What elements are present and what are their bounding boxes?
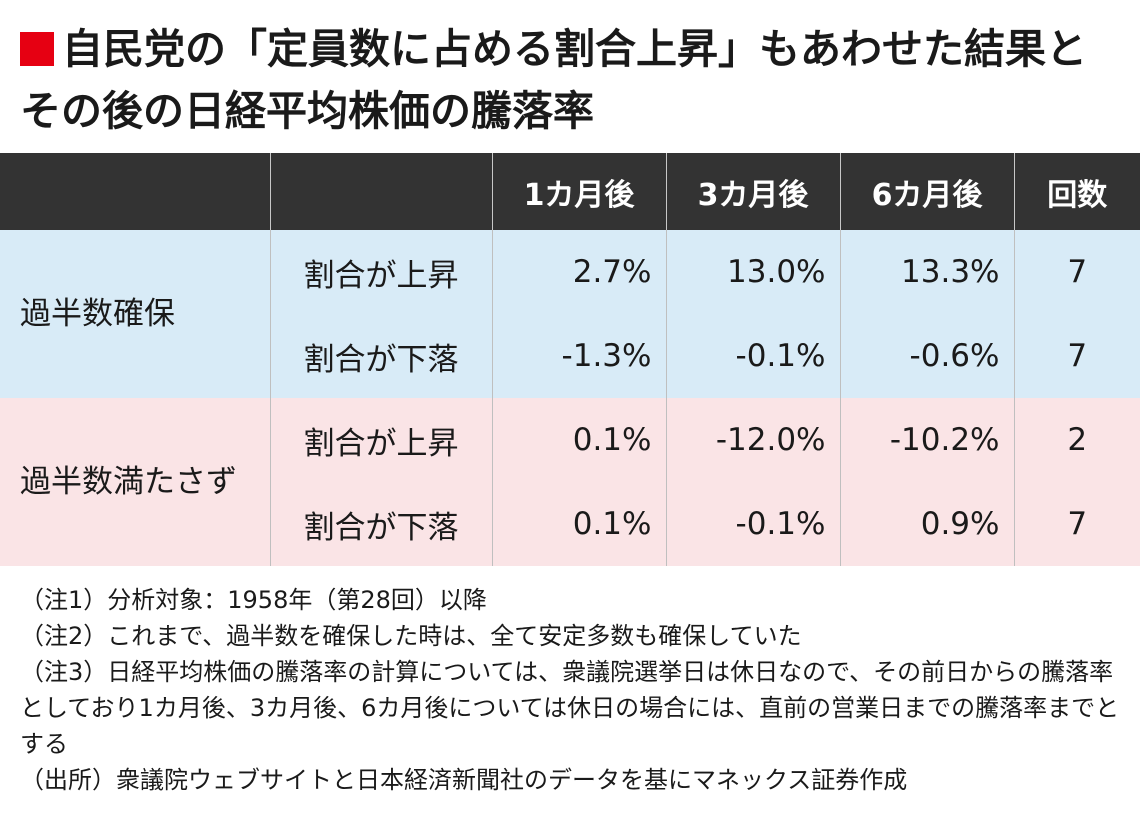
header-1-month: 1カ月後 bbox=[491, 153, 666, 230]
table-row: 割合が下落 -1.3% -0.1% -0.6% 7 bbox=[0, 314, 1140, 398]
value-6-month: 0.9% bbox=[839, 482, 1014, 566]
value-count: 7 bbox=[1013, 314, 1140, 398]
header-3-month: 3カ月後 bbox=[665, 153, 840, 230]
table-row: 過半数満たさず 割合が上昇 0.1% -12.0% -10.2% 2 bbox=[0, 398, 1140, 566]
value-count: 2 bbox=[1013, 398, 1140, 482]
value-6-month: -0.6% bbox=[839, 314, 1014, 398]
group-label-majority: 過半数確保 bbox=[0, 230, 270, 398]
value-3-month: -12.0% bbox=[665, 398, 840, 482]
value-count: 7 bbox=[1013, 230, 1140, 314]
value-count: 7 bbox=[1013, 482, 1140, 566]
value-6-month: 13.3% bbox=[839, 230, 1014, 314]
value-3-month: -0.1% bbox=[665, 314, 840, 398]
row-sub-label: 割合が下落 bbox=[269, 482, 492, 566]
table-row: 割合が下落 0.1% -0.1% 0.9% 7 bbox=[0, 482, 1140, 566]
header-empty-1 bbox=[0, 153, 270, 230]
header-6-month: 6カ月後 bbox=[839, 153, 1014, 230]
value-6-month: -10.2% bbox=[839, 398, 1014, 482]
note-1: （注1）分析対象：1958年（第28回）以降 bbox=[20, 586, 487, 614]
footnotes: （注1）分析対象：1958年（第28回）以降 （注2）これまで、過半数を確保した… bbox=[20, 582, 1125, 798]
table-header-row: 1カ月後 3カ月後 6カ月後 回数 bbox=[0, 153, 1140, 230]
header-empty-2 bbox=[269, 153, 492, 230]
value-3-month: -0.1% bbox=[665, 482, 840, 566]
value-1-month: 0.1% bbox=[491, 482, 666, 566]
value-1-month: 0.1% bbox=[491, 398, 666, 482]
value-3-month: 13.0% bbox=[665, 230, 840, 314]
header-count: 回数 bbox=[1013, 153, 1140, 230]
page-title-text: 自民党の「定員数に占める割合上昇」もあわせた結果とその後の日経平均株価の騰落率 bbox=[20, 25, 1087, 135]
results-table: 1カ月後 3カ月後 6カ月後 回数 過半数確保 割合が上昇 2.7% 13.0%… bbox=[0, 153, 1140, 566]
note-2: （注2）これまで、過半数を確保した時は、全て安定多数も確保していた bbox=[20, 622, 802, 650]
source-note: （出所）衆議院ウェブサイトと日本経済新聞社のデータを基にマネックス証券作成 bbox=[20, 766, 908, 794]
red-square-icon bbox=[20, 32, 54, 66]
row-sub-label: 割合が上昇 bbox=[269, 398, 492, 482]
row-sub-label: 割合が上昇 bbox=[269, 230, 492, 314]
table-row: 過半数確保 割合が上昇 2.7% 13.0% 13.3% 7 bbox=[0, 230, 1140, 398]
note-3: （注3）日経平均株価の騰落率の計算については、衆議院選挙日は休日なので、その前日… bbox=[20, 658, 1120, 758]
page-title: 自民党の「定員数に占める割合上昇」もあわせた結果とその後の日経平均株価の騰落率 bbox=[20, 18, 1120, 142]
value-1-month: -1.3% bbox=[491, 314, 666, 398]
value-1-month: 2.7% bbox=[491, 230, 666, 314]
group-label-no-majority: 過半数満たさず bbox=[0, 398, 270, 566]
row-sub-label: 割合が下落 bbox=[269, 314, 492, 398]
